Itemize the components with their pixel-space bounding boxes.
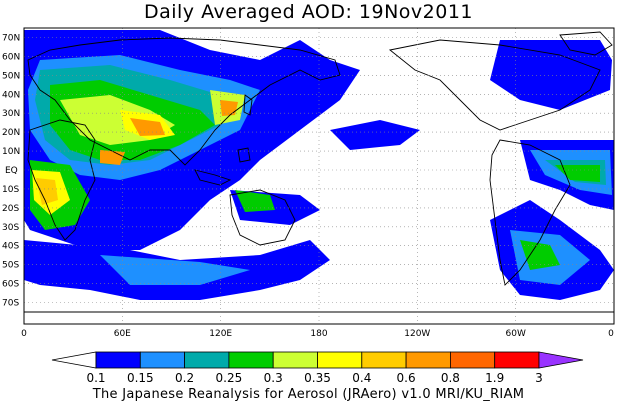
lon-label: 120W bbox=[404, 329, 430, 339]
colorbar: 0.1 0.15 0.2 0.25 0.3 0.35 0.4 0.6 0.8 1.9 3 bbox=[51, 351, 584, 385]
colorbar-label: 0.25 bbox=[216, 371, 243, 385]
lat-label: 60S bbox=[2, 280, 19, 290]
lon-label: 120E bbox=[209, 329, 232, 339]
footer-credit: The Japanese Reanalysis for Aerosol (JRA… bbox=[92, 387, 525, 402]
lat-label: EQ bbox=[5, 166, 18, 176]
lon-label: 60W bbox=[506, 329, 526, 339]
colorbar-swatch bbox=[494, 351, 540, 369]
colorbar-swatch bbox=[405, 351, 451, 369]
lat-label: 20N bbox=[2, 128, 20, 138]
colorbar-label: 0.8 bbox=[441, 371, 460, 385]
latitude-labels: 70N 60N 50N 40N 30N 20N 10N EQ 10S 20S 3… bbox=[2, 34, 20, 309]
lat-label: 40N bbox=[2, 90, 20, 100]
lon-label: 180 bbox=[310, 329, 327, 339]
lat-label: 60N bbox=[2, 52, 20, 62]
lon-label: 0 bbox=[608, 329, 614, 339]
lon-label: 60E bbox=[114, 329, 131, 339]
lat-label: 40S bbox=[2, 242, 19, 252]
colorbar-label: 0.6 bbox=[397, 371, 416, 385]
colorbar-label: 0.1 bbox=[86, 371, 105, 385]
colorbar-label: 1.9 bbox=[485, 371, 504, 385]
lat-label: 50S bbox=[2, 261, 19, 271]
grid-lines bbox=[24, 28, 614, 324]
colorbar-swatch bbox=[228, 351, 274, 369]
colorbar-swatch bbox=[317, 351, 363, 369]
colorbar-swatch bbox=[184, 351, 230, 369]
lat-label: 10N bbox=[2, 147, 20, 157]
lon-label: 0 bbox=[21, 329, 27, 339]
lat-label: 20S bbox=[2, 204, 19, 214]
colorbar-label: 3 bbox=[535, 371, 543, 385]
colorbar-label: 0.3 bbox=[264, 371, 283, 385]
lat-label: 30N bbox=[2, 109, 20, 119]
colorbar-swatch bbox=[95, 351, 141, 369]
colorbar-swatch bbox=[272, 351, 318, 369]
lat-label: 50N bbox=[2, 71, 20, 81]
colorbar-label: 0.4 bbox=[352, 371, 371, 385]
longitude-labels: 0 60E 120E 180 120W 60W 0 bbox=[21, 329, 614, 339]
lat-label: 70S bbox=[2, 299, 19, 309]
colorbar-end-high bbox=[538, 351, 584, 369]
colorbar-swatch bbox=[361, 351, 407, 369]
colorbar-label: 0.2 bbox=[175, 371, 194, 385]
colorbar-swatch bbox=[449, 351, 496, 369]
colorbar-label: 0.15 bbox=[127, 371, 154, 385]
colorbar-swatch bbox=[139, 351, 186, 369]
lat-label: 10S bbox=[2, 185, 19, 195]
lat-label: 30S bbox=[2, 223, 19, 233]
colorbar-label: 0.35 bbox=[304, 371, 331, 385]
aod-field bbox=[24, 30, 614, 300]
colorbar-end-low bbox=[51, 351, 97, 369]
map-title: Daily Averaged AOD: 19Nov2011 bbox=[143, 1, 474, 23]
lat-label: 70N bbox=[2, 34, 20, 44]
